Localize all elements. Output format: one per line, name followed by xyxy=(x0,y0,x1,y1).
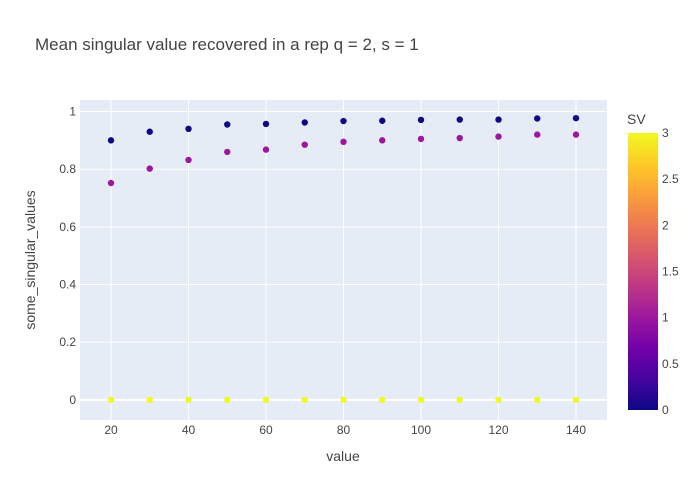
colorbar xyxy=(628,133,658,410)
x-tick-label: 40 xyxy=(182,423,196,437)
y-tick-label: 0.4 xyxy=(59,278,76,292)
data-points xyxy=(107,114,580,404)
y-axis-label: some_singular_values xyxy=(22,190,38,329)
data-point xyxy=(417,116,425,124)
data-point xyxy=(456,396,463,404)
data-point xyxy=(224,121,231,128)
data-point xyxy=(224,148,231,156)
data-point xyxy=(379,117,386,124)
data-point xyxy=(417,396,425,404)
axis-ticks: 20 40 60 80 100 120 140 0 0.2 0.4 0.6 0.8 1 xyxy=(59,105,586,437)
data-point xyxy=(534,396,541,404)
colorbar-tick-label: 3 xyxy=(662,126,669,140)
colorbar-ticks: 0 0.5 1 1.5 2 2.5 3 xyxy=(662,126,679,417)
data-point xyxy=(224,396,231,404)
x-tick-label: 20 xyxy=(104,423,118,437)
x-tick-label: 100 xyxy=(411,423,431,437)
data-point xyxy=(495,133,502,140)
colorbar-tick-label: 1.5 xyxy=(662,265,679,279)
data-point xyxy=(262,396,270,404)
data-point xyxy=(262,120,270,128)
x-tick-label: 80 xyxy=(337,423,351,437)
colorbar-tick-label: 2.5 xyxy=(662,172,679,186)
x-tick-label: 120 xyxy=(488,423,508,437)
colorbar-tick-label: 0 xyxy=(662,403,669,417)
data-point xyxy=(146,165,153,172)
y-tick-label: 0 xyxy=(69,393,76,407)
data-point xyxy=(379,137,386,144)
data-point xyxy=(185,125,192,133)
data-point xyxy=(572,114,580,122)
data-point xyxy=(572,396,580,404)
chart-title: Mean singular value recovered in a rep q… xyxy=(35,35,419,54)
data-point xyxy=(340,117,347,125)
y-tick-label: 1 xyxy=(69,105,76,119)
data-point xyxy=(340,138,347,146)
data-point xyxy=(456,116,463,123)
data-point xyxy=(301,141,308,148)
data-point xyxy=(379,396,386,404)
data-point xyxy=(262,146,270,153)
colorbar-tick-label: 1 xyxy=(662,311,669,325)
data-point xyxy=(185,396,192,404)
data-point xyxy=(185,156,192,164)
data-point xyxy=(107,179,115,187)
y-tick-label: 0.8 xyxy=(59,162,76,176)
y-tick-label: 0.6 xyxy=(59,220,76,234)
data-point xyxy=(301,119,308,126)
colorbar-tick-label: 0.5 xyxy=(662,357,679,371)
data-point xyxy=(146,396,153,404)
data-point xyxy=(534,131,541,138)
x-tick-label: 140 xyxy=(566,423,586,437)
colorbar-title: SV xyxy=(627,111,646,127)
data-point xyxy=(495,396,502,404)
data-point xyxy=(301,396,308,404)
data-point xyxy=(534,115,541,122)
data-point xyxy=(417,135,425,143)
data-point xyxy=(107,396,115,404)
x-tick-label: 60 xyxy=(259,423,273,437)
colorbar-tick-label: 2 xyxy=(662,218,669,232)
data-point xyxy=(495,116,502,123)
grid xyxy=(80,100,607,420)
y-tick-label: 0.2 xyxy=(59,335,76,349)
data-point xyxy=(572,131,580,138)
data-point xyxy=(340,396,347,404)
data-point xyxy=(456,134,463,142)
data-point xyxy=(107,137,115,144)
data-point xyxy=(146,128,153,135)
x-axis-label: value xyxy=(326,448,360,464)
